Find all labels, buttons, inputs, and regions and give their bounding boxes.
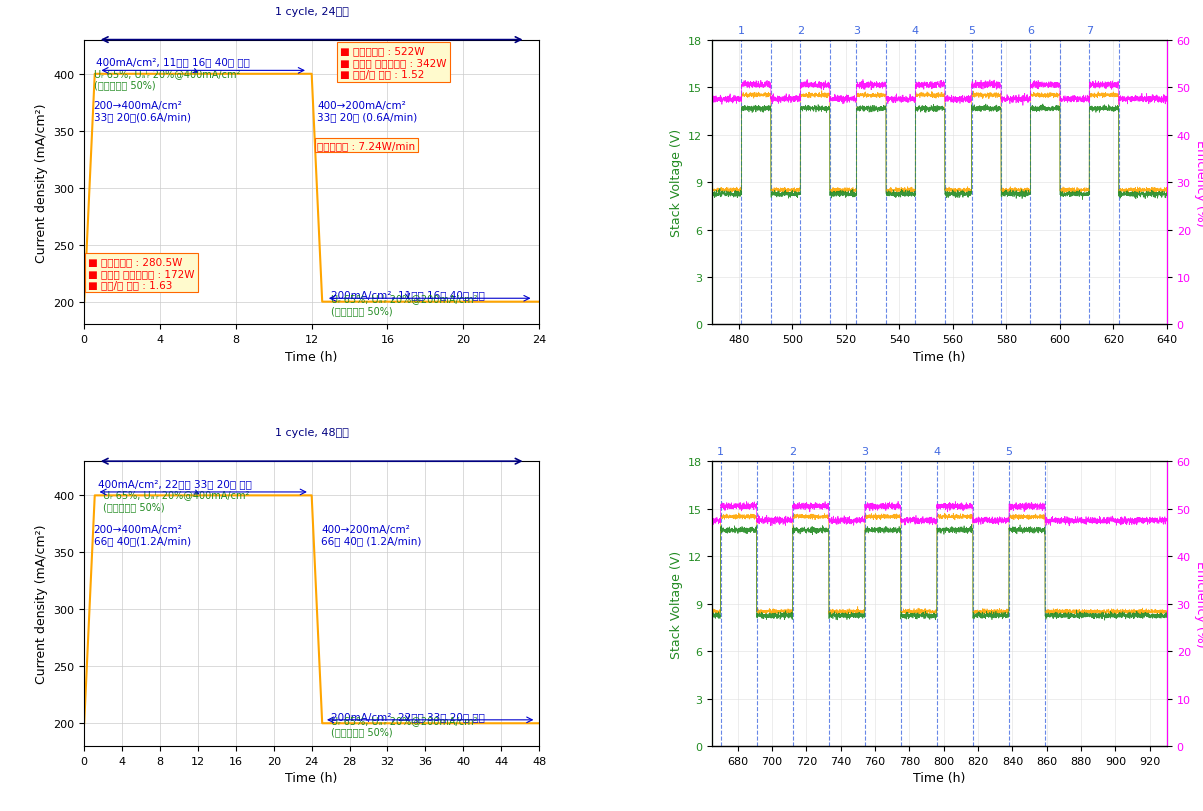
Text: 400→200mA/cm²
33분 20초 (0.6A/min): 400→200mA/cm² 33분 20초 (0.6A/min)	[318, 101, 417, 122]
Text: 200→400mA/cm²
66분 40초(1.2A/min): 200→400mA/cm² 66분 40초(1.2A/min)	[94, 524, 191, 546]
Text: Uᵣ 65%, Uₐᴵᵣ 20%@400mA/cm²
(내부개질율 50%): Uᵣ 65%, Uₐᴵᵣ 20%@400mA/cm² (내부개질율 50%)	[94, 69, 241, 90]
Text: 400mA/cm², 11시간 16분 40초 유지: 400mA/cm², 11시간 16분 40초 유지	[95, 58, 249, 74]
Text: Uᵣ 65%, Uₐᴵᵣ 20%@400mA/cm²
(내부개질율 50%): Uᵣ 65%, Uₐᴵᵣ 20%@400mA/cm² (내부개질율 50%)	[103, 490, 249, 512]
Text: 200mA/cm², 11시간 16분 40초 유지: 200mA/cm², 11시간 16분 40초 유지	[331, 290, 485, 300]
Text: Uᵣ 65%, Uₐᴵᵣ 20%@200mA/cm²
(내부개질율 50%): Uᵣ 65%, Uₐᴵᵣ 20%@200mA/cm² (내부개질율 50%)	[331, 294, 478, 315]
Text: 1 cycle, 24시간: 1 cycle, 24시간	[274, 6, 349, 16]
Text: Uᵣ 65%, Uₐᴵᵣ 20%@200mA/cm²
(내부개질율 50%): Uᵣ 65%, Uₐᴵᵣ 20%@200mA/cm² (내부개질율 50%)	[331, 715, 478, 736]
Text: 400→200mA/cm²
66분 40초 (1.2A/min): 400→200mA/cm² 66분 40초 (1.2A/min)	[321, 524, 421, 546]
X-axis label: Time (h): Time (h)	[913, 771, 966, 784]
Y-axis label: Stack Voltage (V): Stack Voltage (V)	[670, 550, 682, 658]
Text: 전력변화율 : 7.24W/min: 전력변화율 : 7.24W/min	[318, 140, 415, 151]
Y-axis label: Current density (mA/cm²): Current density (mA/cm²)	[35, 103, 48, 263]
Y-axis label: Efficiency (%): Efficiency (%)	[1195, 560, 1203, 647]
Y-axis label: Efficiency (%): Efficiency (%)	[1195, 139, 1203, 226]
X-axis label: Time (h): Time (h)	[285, 350, 338, 363]
Text: ■ 전기에너지 : 522W
■ 시스템 페엘에너지 : 342W
■ 전기/물 비율 : 1.52: ■ 전기에너지 : 522W ■ 시스템 페엘에너지 : 342W ■ 전기/물…	[340, 46, 446, 79]
Text: 200mA/cm², 22시간 33분 20초 유지: 200mA/cm², 22시간 33분 20초 유지	[331, 710, 485, 721]
Text: 200→400mA/cm²
33분 20초(0.6A/min): 200→400mA/cm² 33분 20초(0.6A/min)	[94, 101, 191, 122]
Text: 400mA/cm², 22시간 33분 20초 유지: 400mA/cm², 22시간 33분 20초 유지	[99, 478, 253, 494]
X-axis label: Time (h): Time (h)	[285, 771, 338, 784]
Text: 1 cycle, 48시간: 1 cycle, 48시간	[274, 427, 349, 438]
Y-axis label: Current density (mA/cm²): Current density (mA/cm²)	[35, 524, 48, 684]
X-axis label: Time (h): Time (h)	[913, 350, 966, 363]
Text: ■ 전기에너지 : 280.5W
■ 시스템 페엘에너지 : 172W
■ 전기/열 비율 : 1.63: ■ 전기에너지 : 280.5W ■ 시스템 페엘에너지 : 172W ■ 전기…	[88, 257, 195, 290]
Y-axis label: Stack Voltage (V): Stack Voltage (V)	[670, 129, 682, 237]
